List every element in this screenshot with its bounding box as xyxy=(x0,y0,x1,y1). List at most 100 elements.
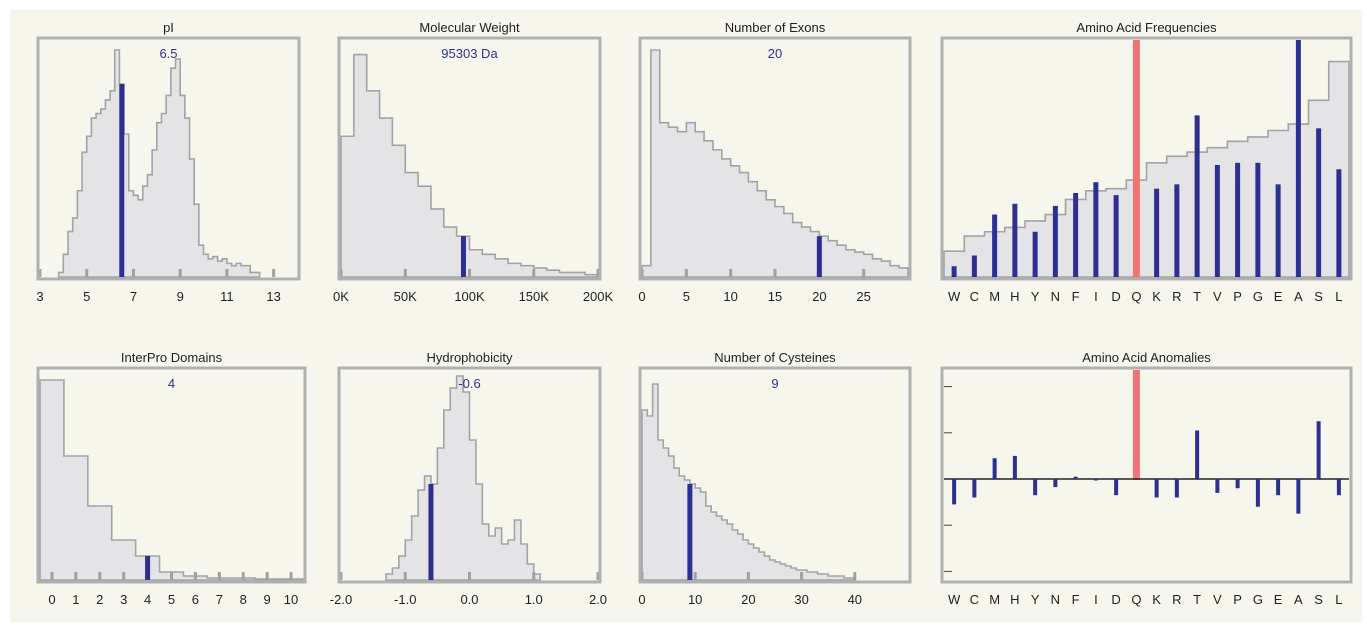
pi-tick xyxy=(131,269,135,277)
interpro-domains-tick xyxy=(98,572,102,580)
interpro-domains-tick xyxy=(289,572,293,580)
amino-acid-frequencies-bar xyxy=(971,255,977,277)
number-of-exons-tick xyxy=(773,269,777,277)
amino-acid-anomalies-frame xyxy=(940,366,1353,584)
interpro-domains-tick-label: 3 xyxy=(120,592,127,607)
interpro-domains-tick xyxy=(74,572,78,580)
pi-frame xyxy=(36,36,301,281)
amino-acid-anomalies-bar xyxy=(1053,479,1058,488)
amino-acid-anomalies-bar xyxy=(1296,479,1301,514)
interpro-domains-tick xyxy=(122,572,126,580)
molecular-weight-tick xyxy=(596,269,600,277)
amino-acid-frequencies-bar xyxy=(1235,162,1241,277)
hydrophobicity-tick-label: -2.0 xyxy=(330,592,352,607)
hydrophobicity-value-label: -0.6 xyxy=(458,376,480,391)
amino-acid-anomalies-bar xyxy=(1336,479,1341,496)
interpro-domains-tick-label: 8 xyxy=(240,592,247,607)
interpro-domains-tick xyxy=(241,572,245,580)
interpro-domains-value-label: 4 xyxy=(168,376,175,391)
amino-acid-anomalies-bar xyxy=(1114,479,1119,496)
amino-acid-anomalies-category-label: K xyxy=(1152,592,1161,607)
amino-acid-frequencies-frame xyxy=(940,36,1353,281)
interpro-domains-tick-label: 5 xyxy=(168,592,175,607)
interpro-domains-tick-label: 9 xyxy=(264,592,271,607)
amino-acid-frequencies-category-label: Y xyxy=(1031,289,1040,304)
amino-acid-frequencies-bar xyxy=(951,266,957,277)
amino-acid-anomalies-bar xyxy=(1215,479,1220,493)
molecular-weight-tick xyxy=(532,269,536,277)
amino-acid-anomalies-category-label: N xyxy=(1051,592,1060,607)
molecular-weight-tick-label: 200K xyxy=(583,289,614,304)
amino-acid-frequencies-category-label: Q xyxy=(1131,289,1141,304)
molecular-weight-title: Molecular Weight xyxy=(419,20,520,35)
interpro-domains-tick-label: 6 xyxy=(192,592,199,607)
interpro-domains-tick xyxy=(193,572,197,580)
number-of-cysteines-tick xyxy=(800,572,804,580)
amino-acid-anomalies-bar xyxy=(1093,479,1098,481)
amino-acid-anomalies-category-label: F xyxy=(1072,592,1080,607)
amino-acid-frequencies-bar xyxy=(1113,195,1119,277)
number-of-exons-tick xyxy=(729,269,733,277)
molecular-weight-tick xyxy=(403,269,407,277)
number-of-exons-tick xyxy=(640,269,644,277)
amino-acid-frequencies-category-label: L xyxy=(1335,289,1342,304)
number-of-cysteines-tick xyxy=(853,572,857,580)
amino-acid-frequencies-bar xyxy=(1194,115,1200,277)
hydrophobicity-tick xyxy=(339,572,343,580)
amino-acid-anomalies-category-label: I xyxy=(1094,592,1098,607)
amino-acid-frequencies-category-label: W xyxy=(948,289,961,304)
number-of-exons-tick-label: 5 xyxy=(683,289,690,304)
number-of-cysteines-frame xyxy=(638,366,912,584)
amino-acid-anomalies-category-label: A xyxy=(1294,592,1303,607)
amino-acid-frequencies-bar xyxy=(1174,184,1180,277)
amino-acid-frequencies-category-label: V xyxy=(1213,289,1222,304)
amino-acid-frequencies-bar xyxy=(1093,182,1099,277)
hydrophobicity-tick-label: 0.0 xyxy=(460,592,478,607)
amino-acid-frequencies-category-label: A xyxy=(1294,289,1303,304)
interpro-domains-tick-label: 0 xyxy=(48,592,55,607)
pi-tick xyxy=(38,269,42,277)
molecular-weight-tick-label: 100K xyxy=(454,289,485,304)
amino-acid-frequencies-bar xyxy=(1154,188,1160,277)
hydrophobicity-tick xyxy=(532,572,536,580)
amino-acid-anomalies-category-label: Q xyxy=(1131,592,1141,607)
molecular-weight-tick-label: 50K xyxy=(394,289,417,304)
interpro-domains-histogram-area xyxy=(39,379,304,581)
amino-acid-frequencies-bar xyxy=(1052,205,1058,277)
pi-tick-label: 5 xyxy=(83,289,90,304)
pi-tick xyxy=(225,269,229,277)
amino-acid-anomalies-bar xyxy=(1316,421,1321,479)
number-of-exons-tick xyxy=(862,269,866,277)
number-of-exons-tick xyxy=(684,269,688,277)
hydrophobicity-tick xyxy=(403,572,407,580)
amino-acid-frequencies-category-label: K xyxy=(1152,289,1161,304)
number-of-cysteines-tick-label: 30 xyxy=(794,592,808,607)
amino-acid-anomalies-bar xyxy=(1174,479,1179,498)
number-of-exons-tick-label: 0 xyxy=(638,289,645,304)
number-of-cysteines-tick xyxy=(640,572,644,580)
amino-acid-frequencies-bar xyxy=(1012,203,1018,277)
pi-tick xyxy=(85,269,89,277)
amino-acid-anomalies-category-label: Y xyxy=(1031,592,1040,607)
interpro-domains-tick-label: 1 xyxy=(72,592,79,607)
pi-value-label: 6.5 xyxy=(159,46,177,61)
amino-acid-anomalies-category-label: D xyxy=(1111,592,1120,607)
interpro-domains-marker xyxy=(145,556,151,580)
molecular-weight-marker xyxy=(460,236,466,277)
number-of-cysteines-histogram-area xyxy=(641,383,856,581)
interpro-domains-tick xyxy=(265,572,269,580)
pi-title: pI xyxy=(163,20,174,35)
amino-acid-anomalies-bar xyxy=(1276,479,1281,496)
number-of-exons-value-label: 20 xyxy=(768,46,782,61)
amino-acid-frequencies-title: Amino Acid Frequencies xyxy=(1076,20,1217,35)
hydrophobicity-title: Hydrophobicity xyxy=(427,350,513,365)
hydrophobicity-tick-label: 1.0 xyxy=(525,592,543,607)
amino-acid-anomalies-bar xyxy=(1012,455,1017,479)
number-of-exons-histogram-area xyxy=(641,49,909,278)
number-of-exons-tick-label: 10 xyxy=(723,289,737,304)
pi-tick-label: 9 xyxy=(177,289,184,304)
molecular-weight-value-label: 95303 Da xyxy=(441,46,498,61)
amino-acid-anomalies-bar xyxy=(1033,479,1038,496)
amino-acid-frequencies-category-label: G xyxy=(1253,289,1263,304)
amino-acid-frequencies-bar xyxy=(1073,192,1079,277)
